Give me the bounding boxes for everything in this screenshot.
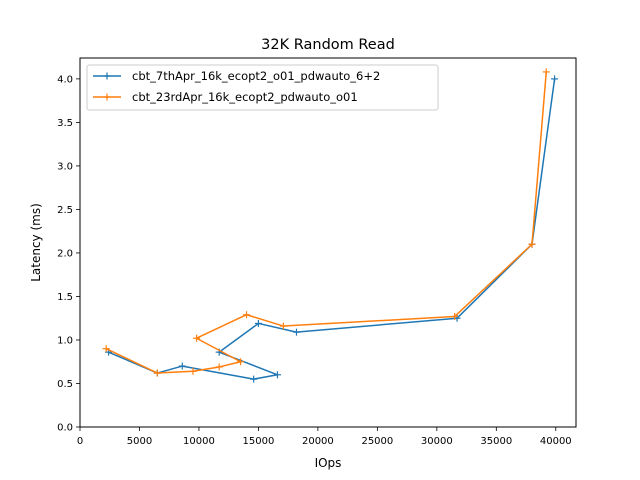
y-tick-label: 3.0 bbox=[57, 161, 73, 172]
data-point bbox=[542, 68, 550, 76]
x-axis: 0 5000 10000 15000 20000 25000 30000 35000 40000 bbox=[77, 427, 572, 447]
series-line bbox=[108, 78, 556, 380]
y-axis-label: Latency (ms) bbox=[29, 203, 43, 282]
data-point bbox=[243, 311, 251, 319]
data-point bbox=[451, 312, 459, 320]
x-tick-label: 35000 bbox=[480, 436, 512, 447]
legend-label: cbt_23rdApr_16k_ecopt2_pdwauto_o01 bbox=[132, 90, 358, 104]
x-tick-label: 40000 bbox=[540, 436, 572, 447]
data-point bbox=[102, 345, 110, 353]
legend-label: cbt_7thApr_16k_ecopt2_o01_pdwauto_6+2 bbox=[132, 69, 380, 83]
legend-box bbox=[86, 64, 439, 111]
data-point bbox=[193, 334, 201, 342]
legend-item: cbt_23rdApr_16k_ecopt2_pdwauto_o01 bbox=[93, 90, 358, 104]
x-tick-label: 5000 bbox=[127, 436, 152, 447]
y-tick-label: 1.5 bbox=[57, 292, 73, 303]
y-axis: 0.0 0.5 1.0 1.5 2.0 2.5 3.0 3.5 4.0 bbox=[57, 74, 80, 434]
series-line bbox=[105, 71, 548, 374]
data-point bbox=[279, 322, 287, 330]
y-tick-label: 0.0 bbox=[57, 423, 73, 434]
data-point bbox=[250, 375, 258, 383]
data-point bbox=[273, 371, 281, 379]
y-tick-label: 2.5 bbox=[57, 205, 73, 216]
series-1 bbox=[105, 75, 559, 383]
chart-title: 32K Random Read bbox=[261, 37, 395, 53]
y-tick-label: 2.0 bbox=[57, 248, 73, 259]
x-tick-label: 10000 bbox=[183, 436, 215, 447]
data-point bbox=[292, 328, 300, 336]
y-tick-label: 1.0 bbox=[57, 335, 73, 346]
data-point bbox=[237, 358, 245, 366]
data-point bbox=[189, 367, 197, 375]
y-tick-label: 3.5 bbox=[57, 118, 73, 129]
y-tick-label: 4.0 bbox=[57, 74, 73, 85]
data-point bbox=[528, 240, 536, 248]
y-tick-label: 0.5 bbox=[57, 379, 73, 390]
plot-area bbox=[102, 68, 559, 383]
data-point bbox=[254, 319, 262, 327]
x-axis-label: IOps bbox=[315, 456, 342, 470]
data-point bbox=[215, 363, 223, 371]
x-tick-label: 0 bbox=[77, 436, 83, 447]
x-tick-label: 20000 bbox=[302, 436, 334, 447]
x-tick-label: 15000 bbox=[243, 436, 275, 447]
data-point bbox=[178, 362, 186, 370]
legend-item: cbt_7thApr_16k_ecopt2_o01_pdwauto_6+2 bbox=[93, 69, 380, 83]
x-tick-label: 25000 bbox=[361, 436, 393, 447]
data-point bbox=[551, 75, 559, 83]
data-point bbox=[153, 369, 161, 377]
plot-frame bbox=[79, 57, 577, 428]
legend: cbt_7thApr_16k_ecopt2_o01_pdwauto_6+2cbt… bbox=[86, 64, 439, 111]
x-tick-label: 30000 bbox=[421, 436, 453, 447]
series-2 bbox=[102, 68, 550, 377]
